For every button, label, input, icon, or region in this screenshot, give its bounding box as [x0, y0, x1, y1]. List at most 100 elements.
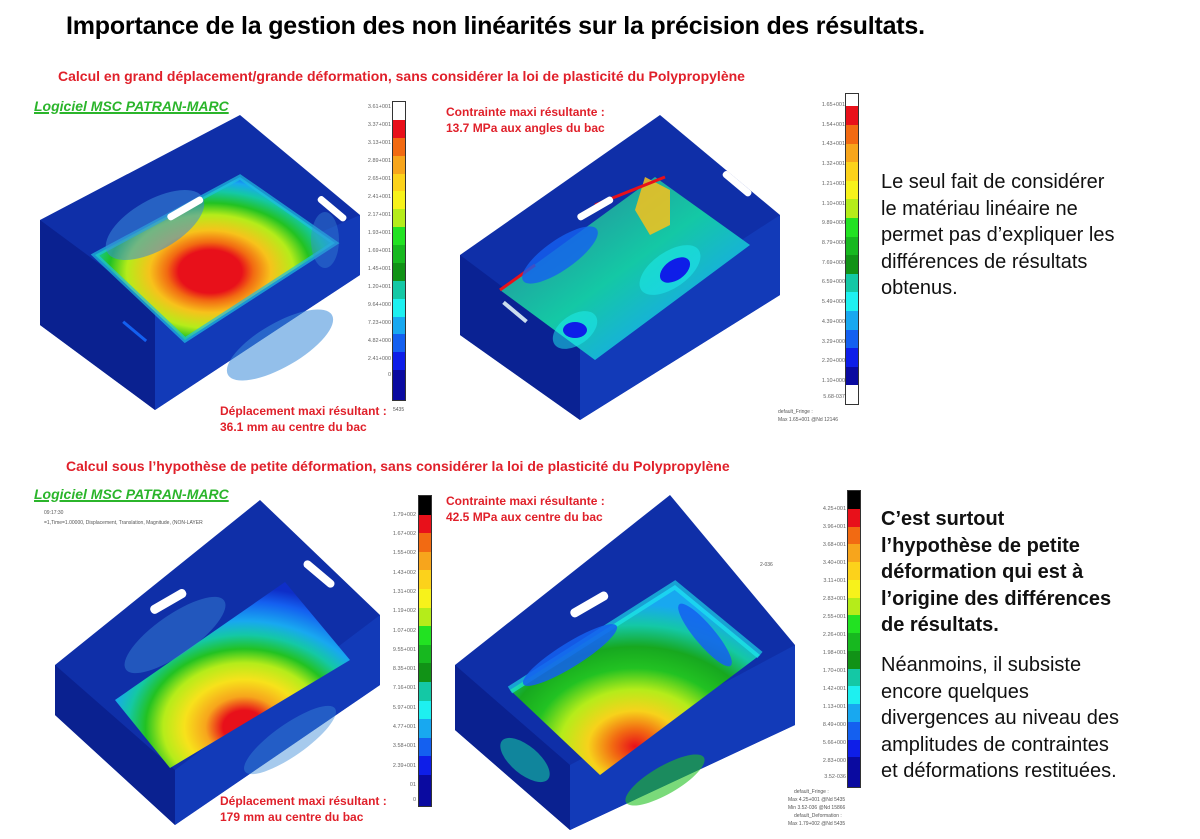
tick-label: 4.82+000	[367, 338, 391, 344]
tick-label: 1.69+001	[367, 248, 391, 254]
annotation-line: Déplacement maxi résultant :	[220, 404, 387, 418]
section1-conclusion-text: Le seul fait de considérer le matériau l…	[881, 169, 1114, 302]
section2-conclusion-text: Néanmoins, il subsiste encore quelques d…	[881, 652, 1119, 785]
footer-line: Max 1.65+001 @Nd 12146	[778, 417, 838, 423]
plot-timestamp: 09:17:30	[44, 510, 64, 516]
color-scale-bar	[847, 490, 861, 788]
color-scale-bar	[392, 101, 406, 401]
tick-label: 2.20+000	[821, 358, 845, 364]
tick-label: 2.17+001	[367, 212, 391, 218]
tick-label: 1.55+002	[392, 550, 416, 556]
tick-label: 2.89+001	[367, 158, 391, 164]
section2-heading: Calcul sous l’hypothèse de petite déform…	[66, 458, 730, 474]
tick-label: 1.13+001	[822, 704, 846, 710]
tick-label: 8.49+000	[822, 722, 846, 728]
annotation-line: Contrainte maxi résultante :	[446, 494, 605, 508]
tick-label: 3.29+000	[821, 339, 845, 345]
section1-stress-annotation: Contrainte maxi résultante : 13.7 MPa au…	[446, 104, 605, 136]
tick-label: 6.59+000	[821, 279, 845, 285]
tick-label: 3.96+001	[822, 524, 846, 530]
plot-result-descriptor: =1,Time=1.00000, Displacement, Translati…	[44, 520, 203, 526]
text-line: le matériau linéaire ne	[881, 197, 1078, 220]
tick-label: 2.26+001	[822, 632, 846, 638]
tick-label: 5.49+000	[821, 299, 845, 305]
tick-label: 2.41+000	[367, 356, 391, 362]
tick-label: 9.89+000	[821, 220, 845, 226]
tick-label: 2.55+001	[822, 614, 846, 620]
footer-line: Max 1.79+002 @Nd 5435	[788, 821, 846, 827]
footer-line: Min 3.52-036 @Nd 15866	[788, 805, 846, 811]
annotation-line: 179 mm au centre du bac	[220, 810, 364, 824]
section2-software-label: Logiciel MSC PATRAN-MARC	[34, 486, 229, 502]
text-line: l’origine des différences	[881, 587, 1112, 610]
scale-tick-labels: 3.61+001 3.37+001 3.13+001 2.89+001 2.65…	[335, 101, 391, 401]
tick-label: 4.39+000	[821, 319, 845, 325]
section1-stress-legend: 1.65+001 1.54+001 1.43+001 1.32+001 1.21…	[790, 93, 865, 405]
crate-stress-fringe-image	[460, 115, 780, 420]
tick-label: 01	[409, 782, 416, 788]
tick-label: 2.83+000	[822, 758, 846, 764]
text-line: divergences au niveau des	[881, 707, 1119, 729]
tick-label: 3.13+001	[367, 140, 391, 146]
section2-conclusion-bold-text: C’est surtout l’hypothèse de petite défo…	[881, 506, 1111, 639]
tick-label: 7.23+000	[367, 320, 391, 326]
text-line: Le seul fait de considérer	[881, 171, 1105, 193]
tick-label: 1.20+001	[367, 284, 391, 290]
color-scale-bar	[418, 495, 432, 807]
tick-label: 0	[412, 797, 416, 803]
section2-stress-legend: 4.25+001 3.96+001 3.68+001 3.40+001 3.11…	[790, 490, 862, 790]
crate-displacement-fringe-image	[40, 115, 360, 410]
section1-software-label: Logiciel MSC PATRAN-MARC	[34, 98, 229, 114]
section2-stress-plot	[450, 495, 800, 830]
scale-tick-labels: 4.25+001 3.96+001 3.68+001 3.40+001 3.11…	[790, 490, 846, 790]
tick-label: 1.10+000	[821, 378, 845, 384]
section2-displacement-annotation: Déplacement maxi résultant : 179 mm au c…	[220, 793, 387, 825]
tick-label: 1.32+001	[821, 161, 845, 167]
scale-tick-labels: 1.65+001 1.54+001 1.43+001 1.32+001 1.21…	[790, 93, 845, 405]
tick-label: 7.69+000	[821, 260, 845, 266]
tick-label: 1.19+002	[392, 608, 416, 614]
tick-label: 3.11+001	[823, 578, 846, 584]
tick-label: 5.97+001	[392, 705, 416, 711]
tick-label: 7.16+001	[392, 685, 416, 691]
section1-displacement-legend: 3.61+001 3.37+001 3.13+001 2.89+001 2.65…	[335, 101, 407, 413]
tick-label: 5.68-037	[823, 394, 845, 400]
tick-label: 3.40+001	[822, 560, 846, 566]
tick-label: 1.79+002	[392, 512, 416, 518]
crate-stress-fringe-image	[455, 495, 795, 830]
tick-label: 1.54+001	[821, 122, 845, 128]
tick-label: 2.83+001	[822, 596, 846, 602]
section2-displacement-plot	[50, 500, 395, 830]
tick-label: 3.68+001	[822, 542, 846, 548]
footer-line: default_Fringe :	[794, 789, 829, 795]
tick-label: 1.21+001	[821, 181, 845, 187]
tick-label: 4.77+001	[392, 724, 416, 730]
tick-label: 4.25+001	[822, 506, 846, 512]
tick-label: 1.07+002	[392, 628, 416, 634]
section1-heading: Calcul en grand déplacement/grande défor…	[58, 68, 745, 84]
page-title: Importance de la gestion des non linéari…	[66, 12, 925, 40]
text-line: de résultats.	[881, 614, 999, 636]
tick-label: 1.93+001	[367, 230, 391, 236]
text-line: l’hypothèse de petite	[881, 534, 1080, 557]
color-scale-bar	[845, 93, 859, 405]
tick-label: 9.64+000	[367, 302, 391, 308]
tick-label: 5.66+000	[822, 740, 846, 746]
tick-label: 2.41+001	[367, 194, 391, 200]
annotation-line: 36.1 mm au centre du bac	[220, 420, 367, 434]
tick-label: 1.43+002	[392, 570, 416, 576]
annotation-line: 13.7 MPa aux angles du bac	[446, 121, 605, 135]
annotation-line: Déplacement maxi résultant :	[220, 794, 387, 808]
tick-label: 1.65+001	[821, 102, 845, 108]
text-line: Néanmoins, il subsiste	[881, 654, 1082, 676]
text-line: et déformations restituées.	[881, 760, 1117, 782]
tick-label: 3.58+001	[392, 743, 416, 749]
text-line: déformation qui est à	[881, 561, 1084, 583]
legend-footer: 5435	[393, 407, 405, 413]
section1-stress-plot	[455, 115, 795, 425]
tick-label: 0	[387, 372, 391, 378]
tick-label: 2.39+001	[392, 763, 416, 769]
tick-label: 3.37+001	[367, 122, 391, 128]
footer-line: default_Fringe :	[778, 409, 813, 415]
tick-label: 1.10+001	[821, 201, 845, 207]
